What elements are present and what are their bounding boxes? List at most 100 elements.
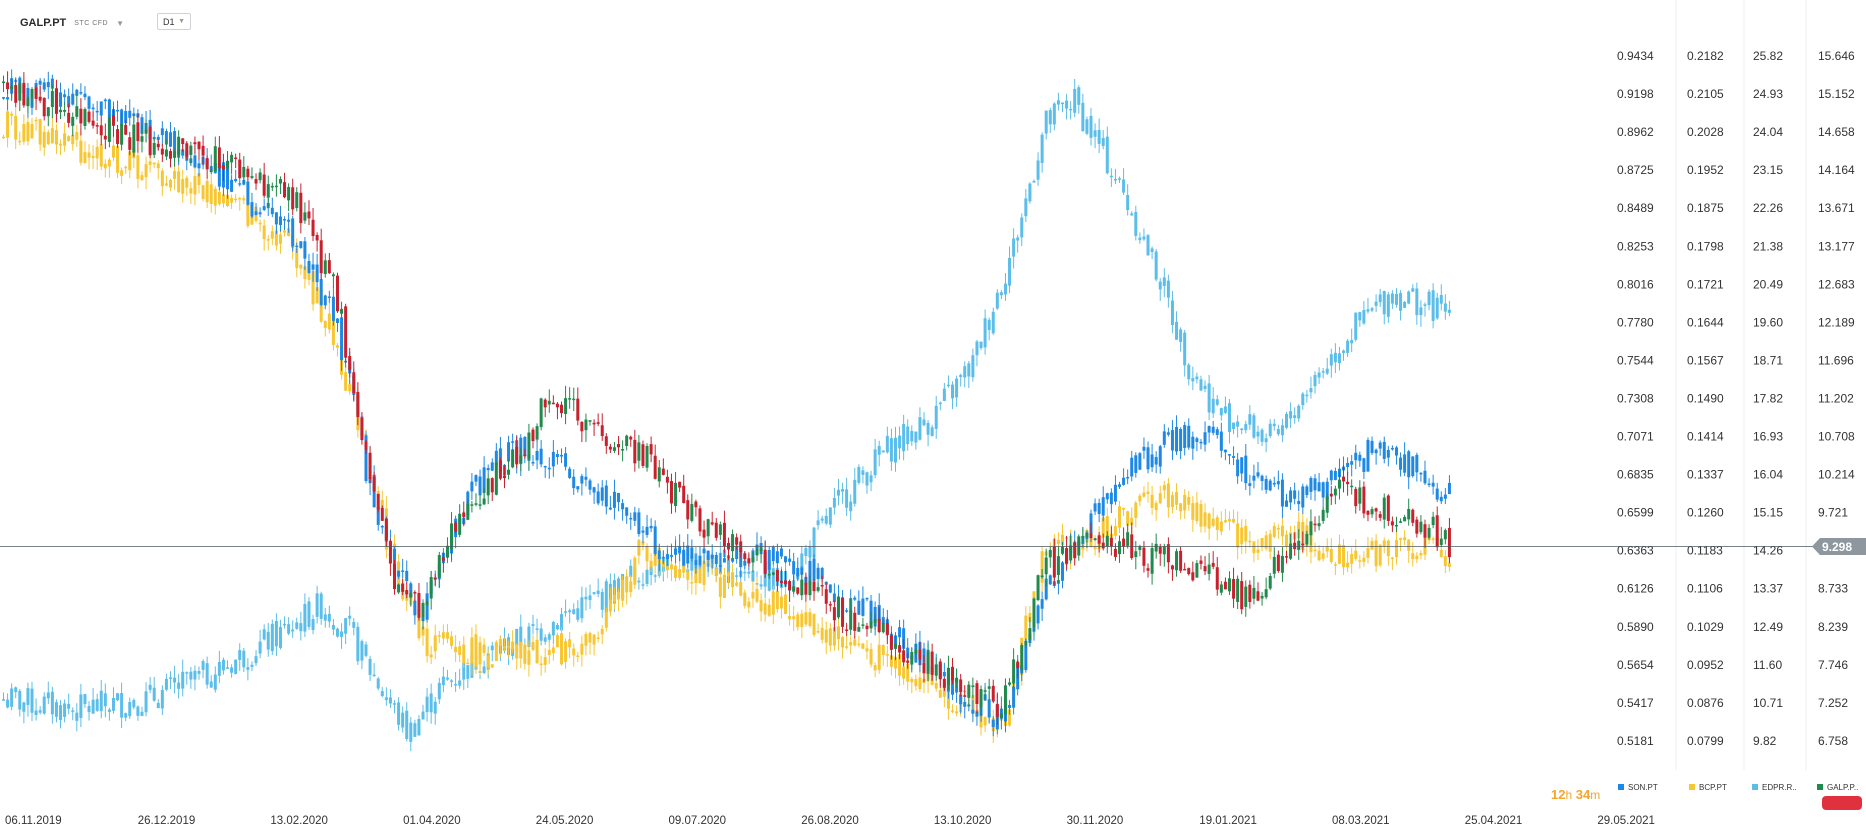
candle-body [1378,442,1382,449]
candle-body [197,141,201,150]
candle [1431,536,1435,544]
candle-body [319,279,323,305]
legend-son[interactable]: SON.PT [1618,779,1658,795]
candle-body [946,667,950,686]
candle-body [75,712,79,721]
candle [975,339,979,367]
candle-body [1113,484,1117,502]
candle-body [1403,516,1407,522]
candle-body [665,566,669,571]
candle-body [889,655,893,667]
candle-body [2,136,5,139]
candle [490,477,494,501]
candle-body [1362,458,1366,473]
candle-body [898,654,902,676]
candle [140,124,144,153]
candle-body [1154,251,1158,280]
candle [75,703,79,732]
candle-body [67,96,71,108]
candle-body [71,93,75,105]
candle-body [1411,553,1415,560]
candle-body [853,479,857,504]
candle-body [792,616,796,620]
candle-body [543,465,547,468]
legend-edpr[interactable]: EDPR.R.. [1752,779,1797,795]
candle-body [792,561,796,575]
candle [551,644,555,661]
candle [1081,526,1085,543]
price-tick-label: 16.04 [1753,468,1783,482]
candle-body [450,523,454,550]
candle [784,570,788,588]
candle [755,577,759,604]
candle [401,578,405,596]
candle [531,455,535,466]
candle-body [445,632,449,639]
candle-body [311,264,315,270]
candle-body [193,670,197,680]
candle [1411,508,1415,527]
candle [189,181,193,205]
candle-body [1333,352,1337,363]
candle [857,464,861,485]
candle [14,686,18,699]
candle [30,117,34,140]
candle [1370,506,1374,518]
candle [865,471,869,494]
candle-body [258,222,262,225]
candle-body [494,450,498,466]
candle [144,119,148,143]
legend-bcp[interactable]: BCP.PT [1689,779,1727,795]
candle-body [1374,301,1378,306]
candle [482,638,486,656]
candle-body [1122,507,1126,510]
candle-body [26,688,30,705]
sell-indicator-pill[interactable] [1822,796,1862,810]
price-tick-label: 24.04 [1753,125,1783,139]
candle-body [1366,510,1370,515]
candle [1219,511,1223,536]
candle-body [816,587,820,591]
price-tick-label: 14.26 [1753,544,1783,558]
candle [278,619,282,650]
legend-galp[interactable]: GALP.P.. [1817,779,1858,795]
candle [388,689,392,708]
candle [596,631,600,643]
candle [547,640,551,664]
candle-body [1325,546,1329,552]
candle [674,539,678,564]
candle-body [812,558,816,581]
candle [319,591,323,625]
candle-body [287,187,291,201]
candle [360,411,364,445]
timeframe-select[interactable]: D1 ▼ [157,13,191,30]
candle-body [340,308,344,314]
candle [645,443,649,472]
candle-body [633,557,637,585]
candle [898,426,902,460]
candle [42,78,46,92]
candle-body [10,688,14,707]
candle [1333,343,1337,373]
price-tick-label: 15.152 [1818,87,1855,101]
candle-body [1431,290,1435,321]
candle-body [1219,584,1223,593]
candle-body [1142,492,1146,497]
candle [1350,454,1354,477]
candle [633,429,637,472]
candle-body [702,529,706,538]
candle [898,642,902,660]
candle [657,459,661,488]
candle-body [38,96,42,101]
candle-body [1415,519,1419,534]
chevron-down-icon[interactable]: ▼ [116,18,125,28]
candle-body [816,567,820,580]
candle-body [1407,539,1411,551]
candle-body [1207,564,1211,574]
candle [1260,537,1264,552]
price-tick-label: 0.6835 [1617,468,1654,482]
candle-body [1052,546,1056,578]
candle-body [111,697,115,711]
candle [1227,511,1231,531]
